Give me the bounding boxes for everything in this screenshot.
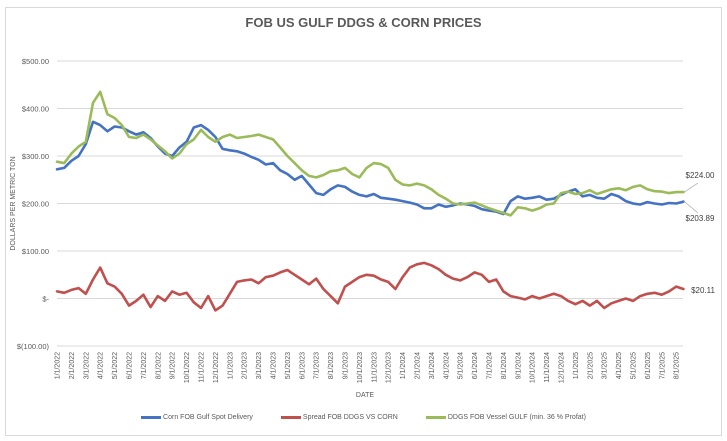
x-tick-label: 9/1/2022 <box>170 352 177 379</box>
x-tick-label: 12/1/2024 <box>559 352 566 383</box>
chart-frame <box>5 7 722 436</box>
x-tick-label: 6/1/2022 <box>127 352 134 379</box>
x-tick-label: 2/1/2022 <box>69 352 76 379</box>
legend: Corn FOB Gulf Spot Delivery Spread FOB D… <box>0 414 727 421</box>
x-tick-label: 10/1/2024 <box>530 352 537 383</box>
x-tick-label: 3/1/2022 <box>83 352 90 379</box>
y-axis-title: DOLLARS PER METRIC TON <box>10 156 17 250</box>
y-tick-label: $400.00 <box>22 105 49 114</box>
x-tick-label: 4/1/2022 <box>98 352 105 379</box>
legend-swatch-ddgs <box>425 416 446 419</box>
x-tick-label: 3/1/2024 <box>429 352 436 379</box>
x-tick-label: 3/1/2025 <box>602 352 609 379</box>
x-tick-label: 2/1/2025 <box>587 352 594 379</box>
x-tick-label: 8/1/2023 <box>328 352 335 379</box>
x-tick-label: 5/1/2022 <box>112 352 119 379</box>
x-tick-label: 11/1/2022 <box>199 352 206 383</box>
x-tick-label: 7/1/2022 <box>141 352 148 379</box>
x-tick-label: 6/1/2025 <box>645 352 652 379</box>
legend-item-spread: Spread FOB DDGS VS CORN <box>280 414 398 421</box>
x-tick-label: 1/1/2024 <box>400 352 407 379</box>
x-tick-label: 1/1/2023 <box>227 352 234 379</box>
x-tick-label: 3/1/2023 <box>256 352 263 379</box>
leader-line-corn <box>684 201 699 214</box>
y-tick-label: $500.00 <box>22 57 49 66</box>
x-tick-label: 2/1/2024 <box>415 352 422 379</box>
x-tick-label: 5/1/2023 <box>285 352 292 379</box>
x-tick-label: 12/1/2022 <box>213 352 220 383</box>
x-tick-label: 6/1/2023 <box>299 352 306 379</box>
x-tick-label: 5/1/2024 <box>458 352 465 379</box>
series-line-corn <box>55 120 685 216</box>
legend-item-corn: Corn FOB Gulf Spot Delivery <box>141 414 253 421</box>
x-tick-label: 9/1/2024 <box>515 352 522 379</box>
x-tick-label: 4/1/2025 <box>616 352 623 379</box>
y-tick-label: $- <box>42 295 49 304</box>
x-tick-label: 5/1/2025 <box>631 352 638 379</box>
legend-swatch-corn <box>141 416 162 419</box>
x-tick-label: 8/1/2025 <box>674 352 681 379</box>
x-tick-label: 8/1/2022 <box>155 352 162 379</box>
end-label-spread: $20.11 <box>691 286 715 295</box>
x-tick-label: 12/1/2023 <box>386 352 393 383</box>
x-tick-label: 7/1/2023 <box>314 352 321 379</box>
y-tick-label: $100.00 <box>22 247 49 256</box>
x-tick-label: 7/1/2025 <box>659 352 666 379</box>
x-tick-label: 2/1/2023 <box>242 352 249 379</box>
legend-item-ddgs: DDGS FOB Vessel GULF (min. 36 % Profat) <box>425 414 586 421</box>
series-line-ddgs <box>55 90 685 217</box>
x-tick-label: 7/1/2024 <box>487 352 494 379</box>
x-tick-label: 9/1/2023 <box>343 352 350 379</box>
x-tick-label: 10/1/2023 <box>357 352 364 383</box>
legend-label-ddgs: DDGS FOB Vessel GULF (min. 36 % Profat) <box>447 414 586 421</box>
x-tick-label: 1/1/2022 <box>55 352 62 379</box>
series-line-spread <box>55 261 685 312</box>
y-tick-label: $300.00 <box>22 152 49 161</box>
x-axis-title: DATE <box>356 392 374 399</box>
legend-swatch-spread <box>280 416 301 419</box>
y-tick-label: $(100.00) <box>17 342 50 351</box>
x-tick-label: 6/1/2024 <box>472 352 479 379</box>
end-label-corn: $203.89 <box>686 214 715 223</box>
x-tick-label: 1/1/2025 <box>573 352 580 379</box>
x-tick-label: 11/1/2023 <box>371 352 378 383</box>
x-tick-label: 4/1/2023 <box>271 352 278 379</box>
y-tick-label: $200.00 <box>22 200 49 209</box>
end-label-ddgs: $224.00 <box>686 171 715 180</box>
legend-label-spread: Spread FOB DDGS VS CORN <box>302 414 398 421</box>
x-tick-label: 4/1/2024 <box>443 352 450 379</box>
x-tick-label: 10/1/2022 <box>184 352 191 383</box>
x-tick-label: 8/1/2024 <box>501 352 508 379</box>
leader-line-ddgs <box>684 182 699 193</box>
x-tick-label: 11/1/2024 <box>544 352 551 383</box>
legend-label-corn: Corn FOB Gulf Spot Delivery <box>163 414 253 421</box>
chart-title: FOB US GULF DDGS & CORN PRICES <box>245 15 482 30</box>
